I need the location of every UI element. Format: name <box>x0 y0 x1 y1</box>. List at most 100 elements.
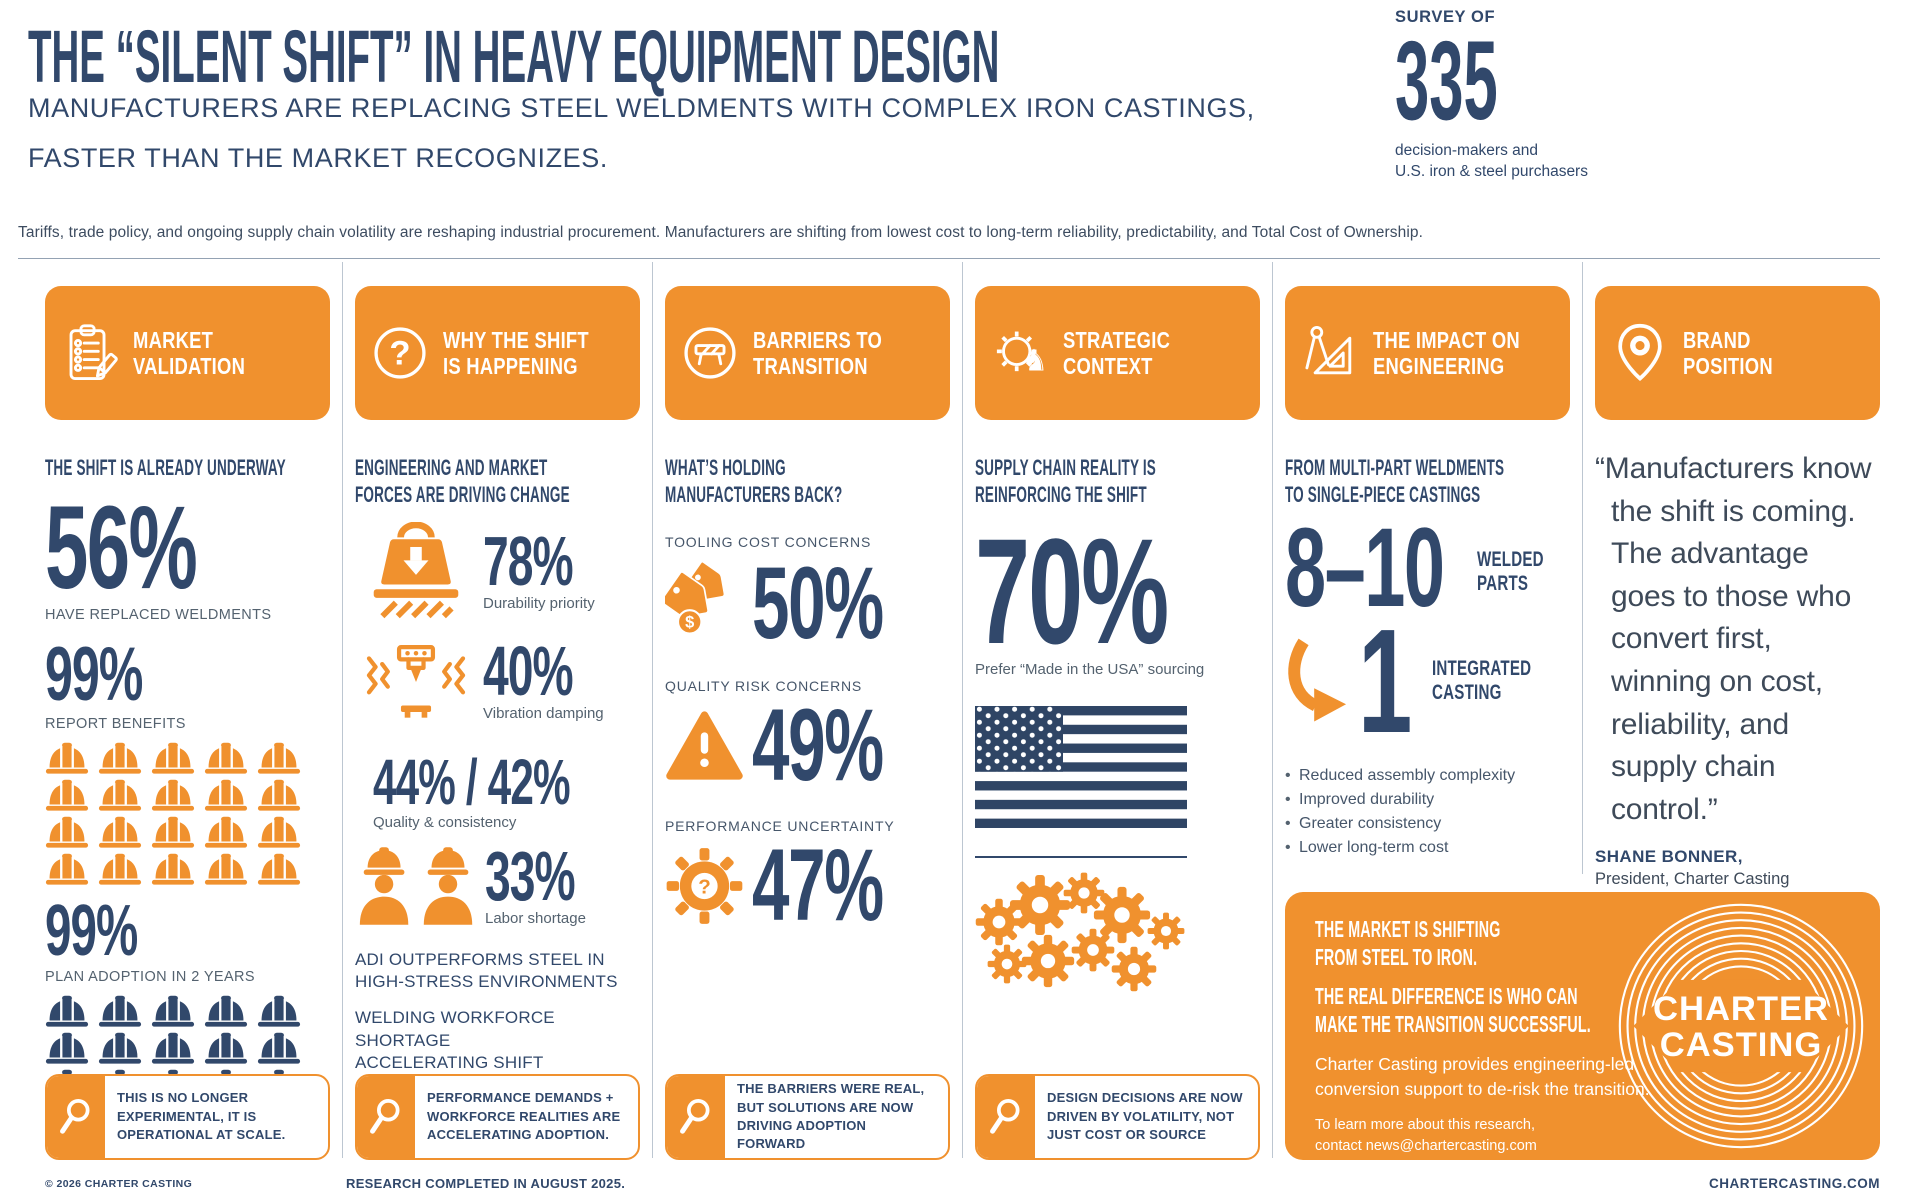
stat-label: REPORT BENEFITS <box>45 715 186 732</box>
hardhat-icon <box>45 742 89 774</box>
subtitle-line-2: FASTER THAN THE MARKET RECOGNIZES. <box>28 142 608 173</box>
benefit-item: Improved durability <box>1285 788 1570 812</box>
hardhat-icon <box>98 853 142 885</box>
stat-value-casting: 1 <box>1358 598 1412 764</box>
hardhat-icon <box>204 779 248 811</box>
footer-copyright: © 2026 CHARTER CASTING <box>45 1178 193 1190</box>
hardhat-icon <box>45 779 89 811</box>
column-heading: FROM MULTI-PART WELDMENTS TO SINGLE-PIEC… <box>1285 455 1505 507</box>
svg-text:?: ? <box>698 875 711 898</box>
badge-label: THE IMPACT ON ENGINEERING <box>1373 326 1520 379</box>
callout-text: THIS IS NO LONGER EXPERIMENTAL, IT IS OP… <box>117 1090 286 1143</box>
column-heading: ENGINEERING AND MARKET FORCES ARE DRIVIN… <box>355 455 570 507</box>
hardhat-icon <box>45 816 89 848</box>
hardhat-icon <box>151 1032 195 1064</box>
benefits-list: Reduced assembly complexity Improved dur… <box>1285 764 1570 860</box>
brand-quote: “Manufacturers know the shift is coming.… <box>1595 452 1872 826</box>
page-subtitle: MANUFACTURERS ARE REPLACING STEEL WELDME… <box>28 84 1896 184</box>
column-divider-5 <box>1582 262 1583 874</box>
question-circle-icon: ? <box>374 327 426 379</box>
hardhat-icon <box>151 742 195 774</box>
logo-text-bottom: CASTING <box>1660 1026 1822 1064</box>
stat-label: Vibration damping <box>483 705 604 722</box>
takeaway-callout: DESIGN DECISIONS ARE NOW DRIVEN BY VOLAT… <box>975 1074 1260 1160</box>
hardhat-icon <box>257 1032 301 1064</box>
stat-value: 50% <box>751 546 884 661</box>
gears-cluster-icon <box>975 872 1185 992</box>
impact-engineering-badge: THE IMPACT ON ENGINEERING <box>1285 286 1570 420</box>
magnifier-icon <box>990 1099 1020 1134</box>
benefit-item: Reduced assembly complexity <box>1285 764 1570 788</box>
promo-heading-1: THE MARKET IS SHIFTING FROM STEEL TO IRO… <box>1315 916 1501 970</box>
promo-body: Charter Casting provides engineering-led… <box>1315 1054 1650 1099</box>
hardhat-icon <box>257 742 301 774</box>
hardhat-icon <box>257 816 301 848</box>
column-barriers: BARRIERS TO TRANSITION WHAT’S HOLDING MA… <box>665 258 950 1160</box>
badge-label: MARKET VALIDATION <box>133 326 246 379</box>
column-heading: WHAT’S HOLDING MANUFACTURERS BACK? <box>665 455 843 507</box>
hardhat-icon <box>151 995 195 1027</box>
header: THE “SILENT SHIFT” IN HEAVY EQUIPMENT DE… <box>28 18 1896 184</box>
charter-casting-logo: CHARTER CASTING <box>1618 903 1864 1149</box>
benefit-item: Lower long-term cost <box>1285 836 1570 860</box>
hardhat-icon <box>45 1032 89 1064</box>
hardhat-pictogram-grid-orange <box>45 742 330 885</box>
subtitle-line-1: MANUFACTURERS ARE REPLACING STEEL WELDME… <box>28 92 1255 123</box>
stat-label-welded: WELDED PARTS <box>1477 548 1544 596</box>
price-tags-icon: $ <box>665 560 726 635</box>
stat-value: 44% / 42% <box>373 746 571 818</box>
takeaway-callout: THIS IS NO LONGER EXPERIMENTAL, IT IS OP… <box>45 1074 330 1160</box>
construction-workers-icon <box>359 846 473 925</box>
column-divider-3 <box>962 262 963 1158</box>
magnifier-panel <box>47 1076 105 1158</box>
column-impact-engineering: THE IMPACT ON ENGINEERING FROM MULTI-PAR… <box>1285 258 1570 1160</box>
svg-text:?: ? <box>389 335 410 373</box>
us-flag-icon <box>975 706 1187 828</box>
gear-chess-knight-icon: ♞ <box>996 331 1048 377</box>
header-divider <box>18 258 1880 259</box>
column-heading: THE SHIFT IS ALREADY UNDERWAY <box>45 455 286 480</box>
hardhat-icon <box>98 1032 142 1064</box>
stat-value: 70% <box>975 507 1169 675</box>
hardhat-icon <box>204 816 248 848</box>
stat-value: 99% <box>45 890 138 971</box>
stat-label: PLAN ADOPTION IN 2 YEARS <box>45 969 255 986</box>
column-heading: SUPPLY CHAIN REALITY IS REINFORCING THE … <box>975 455 1156 507</box>
stat-label-casting: INTEGRATED CASTING <box>1432 657 1532 705</box>
charter-casting-promo-box: THE MARKET IS SHIFTING FROM STEEL TO IRO… <box>1285 892 1880 1160</box>
stat-value: 47% <box>751 827 884 942</box>
stat-value: 56% <box>45 482 198 614</box>
svg-text:$: $ <box>685 614 694 632</box>
stat-value: 49% <box>751 688 884 802</box>
callout-text: THE BARRIERS WERE REAL, BUT SOLUTIONS AR… <box>737 1081 925 1152</box>
gear-question-icon: ? <box>666 847 743 924</box>
vibration-drill-icon <box>366 645 466 718</box>
survey-number: 335 <box>1395 18 1498 143</box>
columns: MARKET VALIDATION THE SHIFT IS ALREADY U… <box>45 258 1880 1160</box>
logo-text-top: CHARTER <box>1653 990 1829 1028</box>
hardhat-icon <box>204 995 248 1027</box>
hardhat-icon <box>45 995 89 1027</box>
strategic-context-badge: ♞ STRATEGIC CONTEXT <box>975 286 1260 420</box>
badge-label: WHY THE SHIFT IS HAPPENING <box>443 326 589 379</box>
hardhat-icon <box>204 853 248 885</box>
weight-press-icon <box>373 522 459 619</box>
stat-value: 99% <box>45 632 143 718</box>
column-divider-2 <box>652 262 653 1158</box>
hardhat-icon <box>98 742 142 774</box>
takeaway-callout: THE BARRIERS WERE REAL, BUT SOLUTIONS AR… <box>665 1074 950 1160</box>
hardhat-icon <box>257 779 301 811</box>
hardhat-icon <box>204 1032 248 1064</box>
stat-label: Quality & consistency <box>373 813 517 831</box>
column-market-validation: MARKET VALIDATION THE SHIFT IS ALREADY U… <box>45 258 330 1160</box>
badge-label: BRAND POSITION <box>1683 326 1773 379</box>
promo-heading-2: THE REAL DIFFERENCE IS WHO CAN MAKE THE … <box>1315 983 1591 1037</box>
hardhat-icon <box>151 816 195 848</box>
hardhat-icon <box>98 995 142 1027</box>
column-why-the-shift: ? WHY THE SHIFT IS HAPPENING ENGINEERING… <box>355 258 640 1160</box>
roadblock-icon <box>684 327 736 379</box>
column-brand-position: BRAND POSITION “Manufacturers know the s… <box>1595 258 1880 1160</box>
stat-value: 40% <box>483 632 574 710</box>
stat-label: Durability priority <box>483 595 595 612</box>
